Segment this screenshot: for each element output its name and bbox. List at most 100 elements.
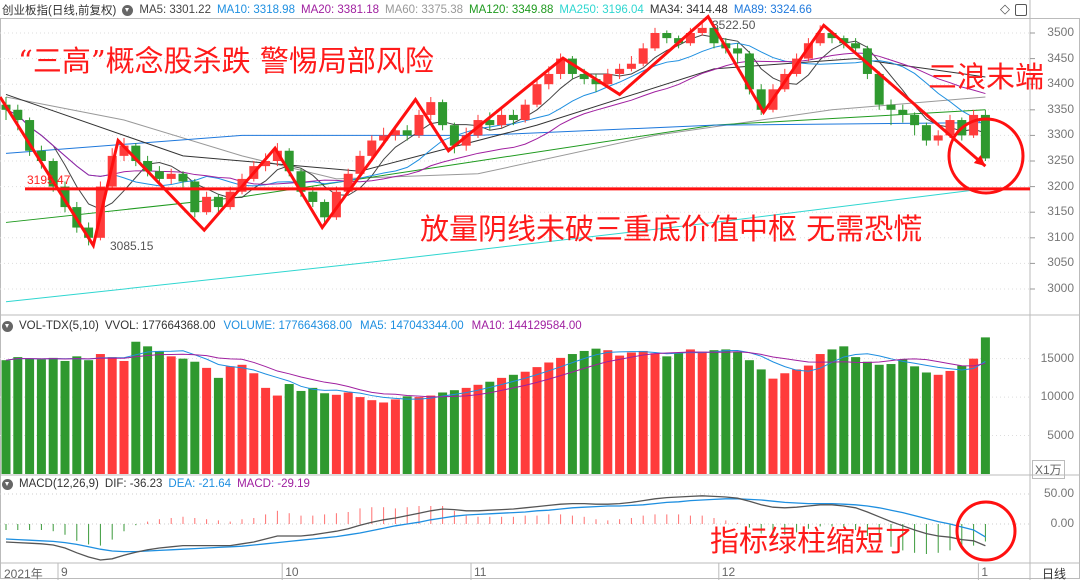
axis-tick-label: 3150	[1047, 204, 1074, 219]
volume-legend: VVOL: 177664368.00 VOLUME: 177664368.00 MA…	[105, 320, 582, 332]
candle-up	[803, 43, 813, 59]
volume-bar	[449, 390, 459, 474]
candle-down	[756, 89, 766, 110]
candle-down	[438, 102, 448, 126]
volume-bar	[367, 400, 377, 474]
candle-down	[84, 227, 94, 238]
volume-bar	[685, 349, 695, 474]
date-label: 2021年	[4, 567, 43, 581]
volume-bar	[107, 357, 117, 474]
candle-down	[308, 191, 318, 202]
volume-bar	[166, 356, 176, 474]
volume-ma10-line	[5, 351, 986, 398]
volume-bar	[556, 357, 566, 474]
annotation-macd: 指标绿柱缩短了	[710, 524, 914, 558]
axis-tick-label: 3300	[1047, 127, 1074, 142]
collapse-icon[interactable]	[122, 4, 134, 16]
macd-legend-item: DIF: -36.23	[104, 478, 163, 490]
date-label: 10	[285, 565, 299, 579]
collapse-icon[interactable]	[2, 320, 13, 332]
volume-bar	[320, 393, 330, 474]
ma-line-ma89	[5, 122, 986, 154]
candle-up	[166, 173, 176, 179]
candle-down	[591, 79, 601, 85]
candle-down	[143, 161, 153, 172]
date-label: 1	[981, 565, 989, 579]
candle-up	[202, 196, 212, 213]
volume-ma5-line	[5, 349, 986, 400]
volume-bar	[980, 337, 990, 474]
volume-bar	[402, 396, 412, 474]
axis-tick-label: 3050	[1047, 255, 1074, 270]
candle-down	[154, 171, 164, 179]
volume-bar	[202, 367, 212, 474]
candle-down	[284, 150, 294, 172]
macd-legend: DIF: -36.23 DEA: -21.64 MACD: -29.19	[105, 478, 310, 490]
candle-down	[921, 125, 931, 141]
period-label[interactable]: 日线	[1042, 567, 1067, 581]
volume-bar	[48, 357, 58, 474]
macd-legend-item: DEA: -21.64	[168, 478, 232, 490]
ma-legend: MA5: 3301.22 MA10: 3318.98 MA20: 3381.18 MA…	[139, 4, 812, 16]
candle-down	[320, 201, 330, 218]
annotation-title: “三高”概念股杀跌 警惕局部风险	[18, 44, 434, 78]
candle-down	[662, 33, 672, 39]
diamond-icon[interactable]: ◇	[1000, 1, 1010, 16]
volume-bar	[921, 372, 931, 474]
volume-legend-item: VVOL: 177664368.00	[104, 320, 216, 332]
candle-down	[402, 130, 412, 136]
volume-bar	[497, 377, 507, 474]
volume-bar	[355, 397, 365, 474]
volume-bar	[426, 395, 436, 474]
axis-tick-label: 0.00	[1050, 516, 1074, 530]
volume-bar	[792, 369, 802, 474]
ma-line-ma60	[5, 96, 986, 180]
dea-line	[5, 498, 986, 553]
candle-up	[532, 84, 542, 105]
candle-up	[685, 33, 695, 44]
volume-bar	[438, 392, 448, 474]
volume-bar	[154, 350, 164, 474]
candle-up	[650, 33, 660, 49]
axis-tick-label: 3400	[1047, 76, 1074, 91]
candle-down	[190, 181, 200, 213]
candle-up	[367, 140, 377, 156]
candle-down	[48, 161, 58, 187]
ma-legend-item: MA60: 3375.38	[385, 4, 464, 16]
volume-bar	[898, 359, 908, 474]
axis-tick-label: 3450	[1047, 50, 1074, 65]
candle-down	[874, 73, 884, 105]
candle-up	[815, 33, 825, 44]
candle-down	[13, 109, 23, 121]
panel-toggle-icon[interactable]	[1015, 4, 1027, 16]
volume-bar	[615, 355, 625, 474]
volume-bar	[331, 394, 341, 474]
candle-up	[414, 114, 424, 136]
volume-bar	[721, 349, 731, 474]
volume-bar	[933, 374, 943, 474]
candle-down	[851, 43, 861, 49]
candle-up	[556, 58, 566, 74]
volume-bar	[591, 348, 601, 474]
axis-tick-label: 3200	[1047, 178, 1074, 193]
volume-bar	[213, 377, 223, 474]
volume-bar	[650, 353, 660, 474]
ma-legend-item: MA5: 3301.22	[139, 4, 211, 16]
volume-bar	[379, 402, 389, 474]
annotation-support: 放量阴线未破三重底价值中枢 无需恐慌	[420, 212, 923, 246]
volume-bar	[13, 357, 23, 474]
volume-bar	[815, 354, 825, 474]
volume-bar	[390, 399, 400, 474]
ma-legend-item: MA20: 3381.18	[300, 4, 379, 16]
volume-bar	[60, 360, 70, 474]
candle-down	[886, 104, 896, 110]
chart-title: 创业板指(日线,前复权)	[2, 5, 117, 17]
candle-up	[272, 150, 282, 161]
volume-bar	[780, 373, 790, 474]
collapse-icon[interactable]	[2, 478, 13, 490]
candle-up	[343, 173, 353, 192]
volume-bar	[709, 350, 719, 474]
ma-legend-item: MA120: 3349.88	[469, 4, 554, 16]
volume-bar	[851, 357, 861, 474]
